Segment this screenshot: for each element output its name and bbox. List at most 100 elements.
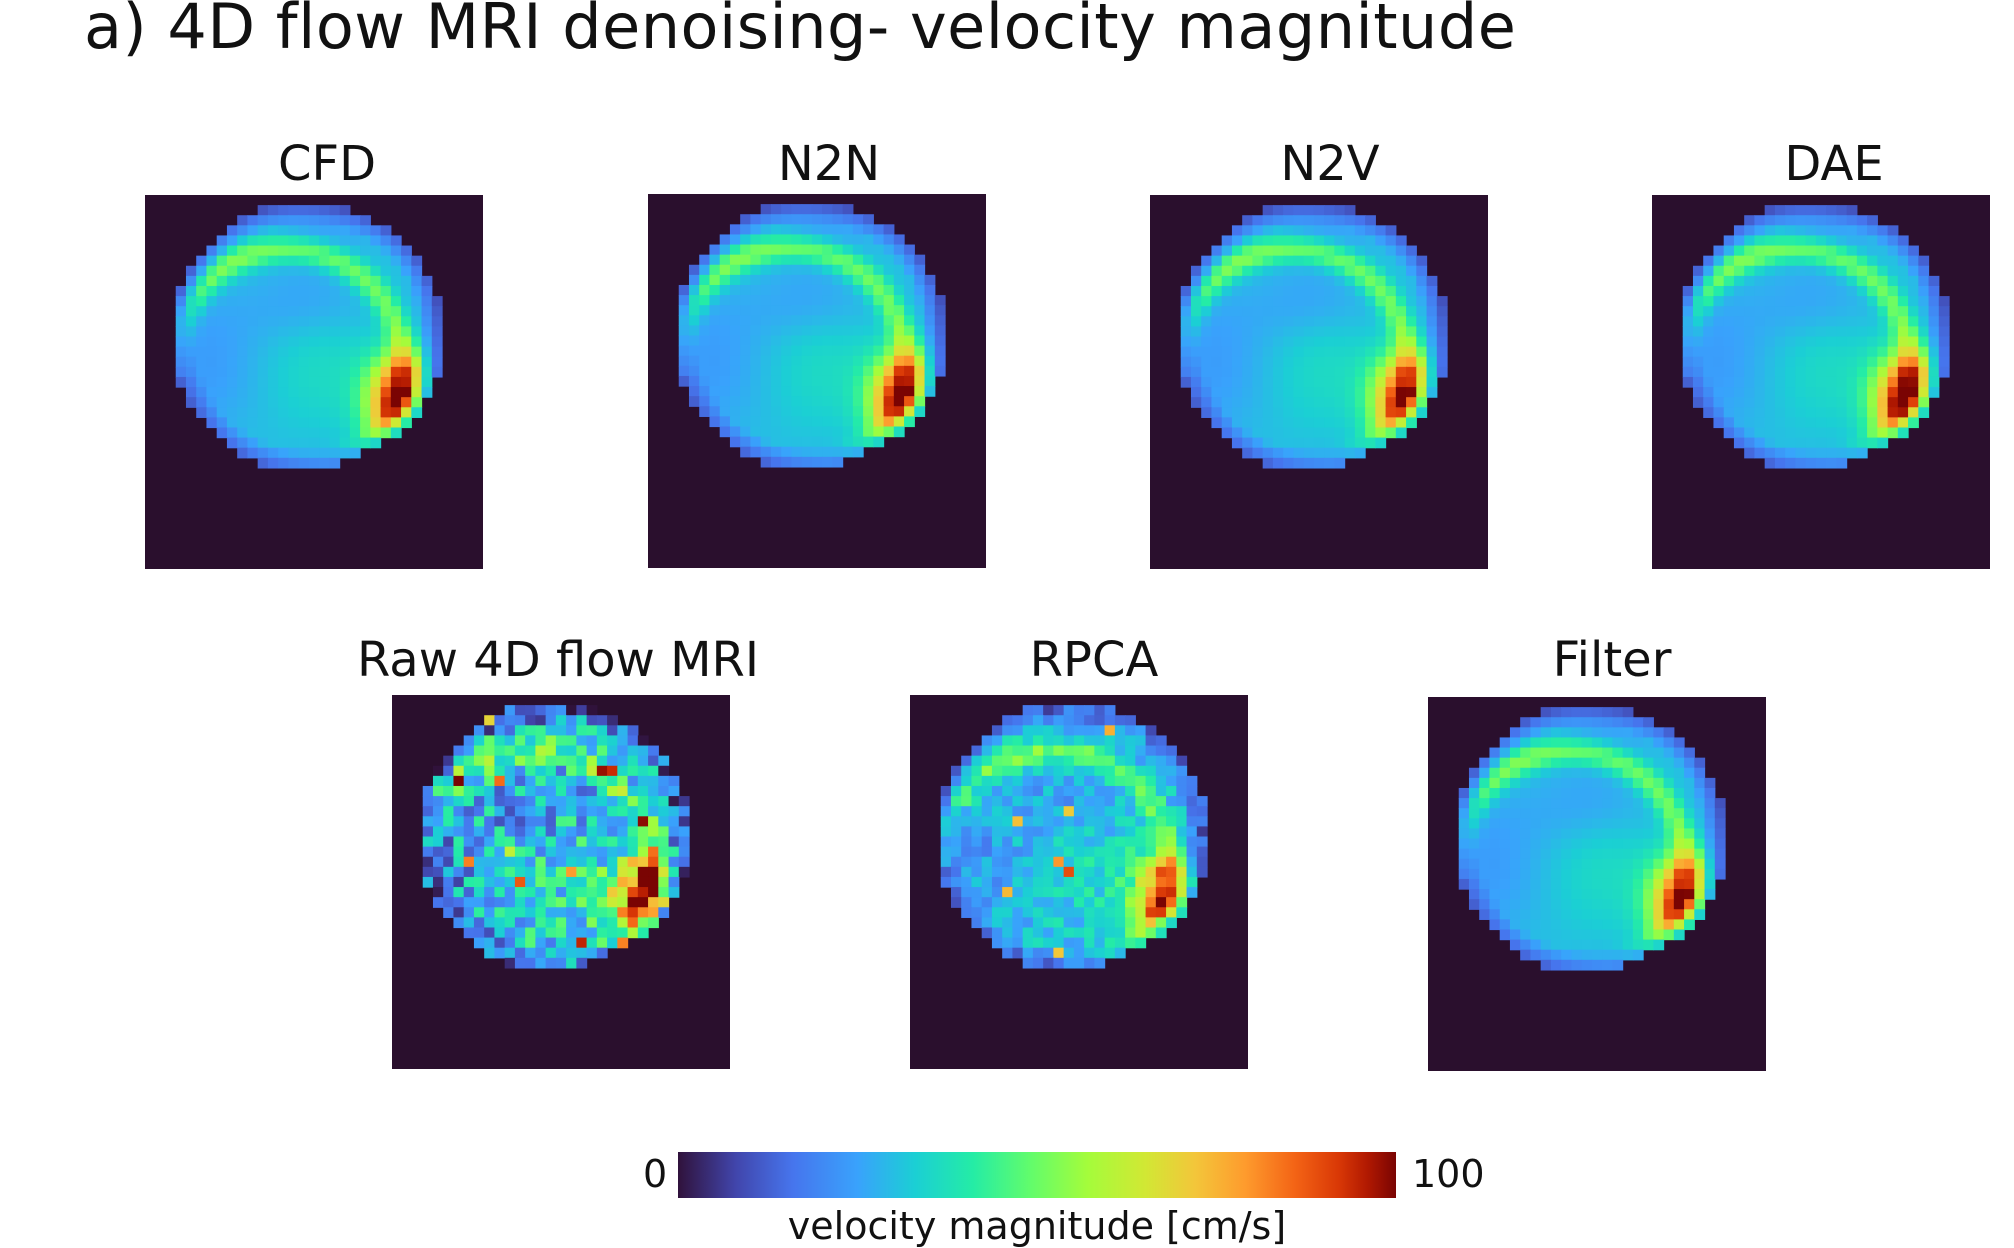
map-pixel: [1479, 838, 1491, 850]
map-pixel: [1032, 917, 1044, 929]
map-pixel: [247, 306, 259, 317]
map-pixel: [668, 876, 680, 888]
map-pixel: [329, 407, 341, 418]
map-pixel: [832, 214, 844, 225]
map-pixel: [226, 296, 238, 307]
map-pixel: [1815, 366, 1827, 378]
map-pixel: [648, 897, 659, 908]
map-pixel: [961, 785, 973, 797]
map-pixel: [1053, 927, 1065, 939]
map-pixel: [206, 336, 218, 348]
map-pixel: [1673, 757, 1685, 769]
map-pixel: [678, 826, 690, 838]
map-pixel: [1887, 285, 1899, 297]
map-pixel: [1632, 919, 1644, 931]
map-pixel: [811, 386, 823, 397]
map-pixel: [1653, 929, 1665, 941]
map-pixel: [1272, 285, 1284, 297]
map-pixel: [648, 796, 659, 807]
map-pixel: [607, 735, 618, 747]
map-pixel: [514, 725, 526, 737]
map-pixel: [329, 205, 341, 216]
map-pixel: [1176, 856, 1188, 868]
map-pixel: [1354, 407, 1366, 418]
map-pixel: [576, 806, 588, 817]
map-pixel: [1928, 336, 1940, 348]
map-pixel: [370, 235, 382, 247]
map-pixel: [1520, 767, 1532, 779]
map-pixel: [1186, 816, 1198, 828]
map-pixel: [1084, 775, 1095, 787]
map-pixel: [504, 775, 516, 787]
map-pixel: [950, 775, 962, 787]
map-pixel: [514, 806, 526, 817]
map-pixel: [298, 336, 310, 348]
map-pixel: [1785, 366, 1796, 378]
map-pixel: [555, 796, 567, 807]
map-pixel: [1145, 887, 1157, 898]
map-pixel: [1252, 397, 1264, 408]
map-pixel: [1550, 747, 1562, 759]
map-pixel: [1612, 828, 1624, 840]
panel-image-n2n: [648, 194, 986, 568]
map-pixel: [1395, 387, 1407, 398]
map-pixel: [981, 735, 993, 747]
map-pixel: [940, 785, 952, 797]
map-pixel: [401, 346, 412, 358]
map-pixel: [1252, 346, 1264, 358]
map-pixel: [719, 274, 731, 286]
map-pixel: [1653, 899, 1665, 910]
map-pixel: [401, 265, 412, 277]
map-pixel: [1805, 215, 1817, 226]
map-pixel: [278, 316, 289, 328]
map-pixel: [586, 836, 598, 848]
map-pixel: [443, 806, 455, 817]
map-pixel: [1663, 737, 1675, 749]
map-pixel: [1764, 306, 1776, 317]
map-pixel: [832, 365, 844, 377]
map-pixel: [1262, 346, 1274, 358]
map-pixel: [781, 355, 792, 367]
map-pixel: [1897, 417, 1909, 429]
map-pixel: [1561, 909, 1572, 920]
map-pixel: [380, 306, 392, 317]
map-pixel: [196, 326, 208, 338]
map-pixel: [950, 876, 962, 888]
map-pixel: [1313, 296, 1325, 307]
map-pixel: [883, 224, 895, 236]
map-pixel: [401, 296, 412, 307]
map-pixel: [1836, 306, 1848, 317]
map-pixel: [504, 897, 516, 908]
map-pixel: [566, 775, 577, 787]
map-pixel: [1815, 336, 1827, 348]
map-pixel: [555, 745, 567, 757]
map-pixel: [1520, 747, 1532, 759]
map-pixel: [1815, 407, 1827, 418]
map-pixel: [883, 284, 895, 296]
map-pixel: [237, 275, 249, 287]
map-pixel: [1694, 889, 1706, 900]
map-pixel: [770, 204, 782, 215]
map-pixel: [1190, 316, 1202, 328]
map-pixel: [1303, 265, 1315, 277]
map-pixel: [339, 387, 351, 398]
map-pixel: [627, 846, 639, 858]
map-pixel: [904, 295, 915, 306]
map-pixel: [267, 407, 279, 418]
map-pixel: [971, 897, 983, 908]
map-pixel: [1032, 705, 1044, 716]
map-pixel: [226, 245, 238, 257]
map-pixel: [525, 775, 536, 787]
map-pixel: [863, 416, 874, 428]
map-pixel: [863, 214, 874, 225]
map-pixel: [1795, 397, 1807, 408]
map-pixel: [1733, 346, 1745, 358]
map-pixel: [1856, 346, 1868, 358]
map-pixel: [1125, 876, 1136, 888]
map-pixel: [1125, 735, 1136, 747]
map-pixel: [1692, 366, 1704, 378]
map-pixel: [760, 234, 772, 246]
map-pixel: [535, 897, 547, 908]
map-pixel: [1682, 285, 1694, 297]
colorbar-title: velocity magnitude [cm/s]: [787, 1204, 1287, 1248]
